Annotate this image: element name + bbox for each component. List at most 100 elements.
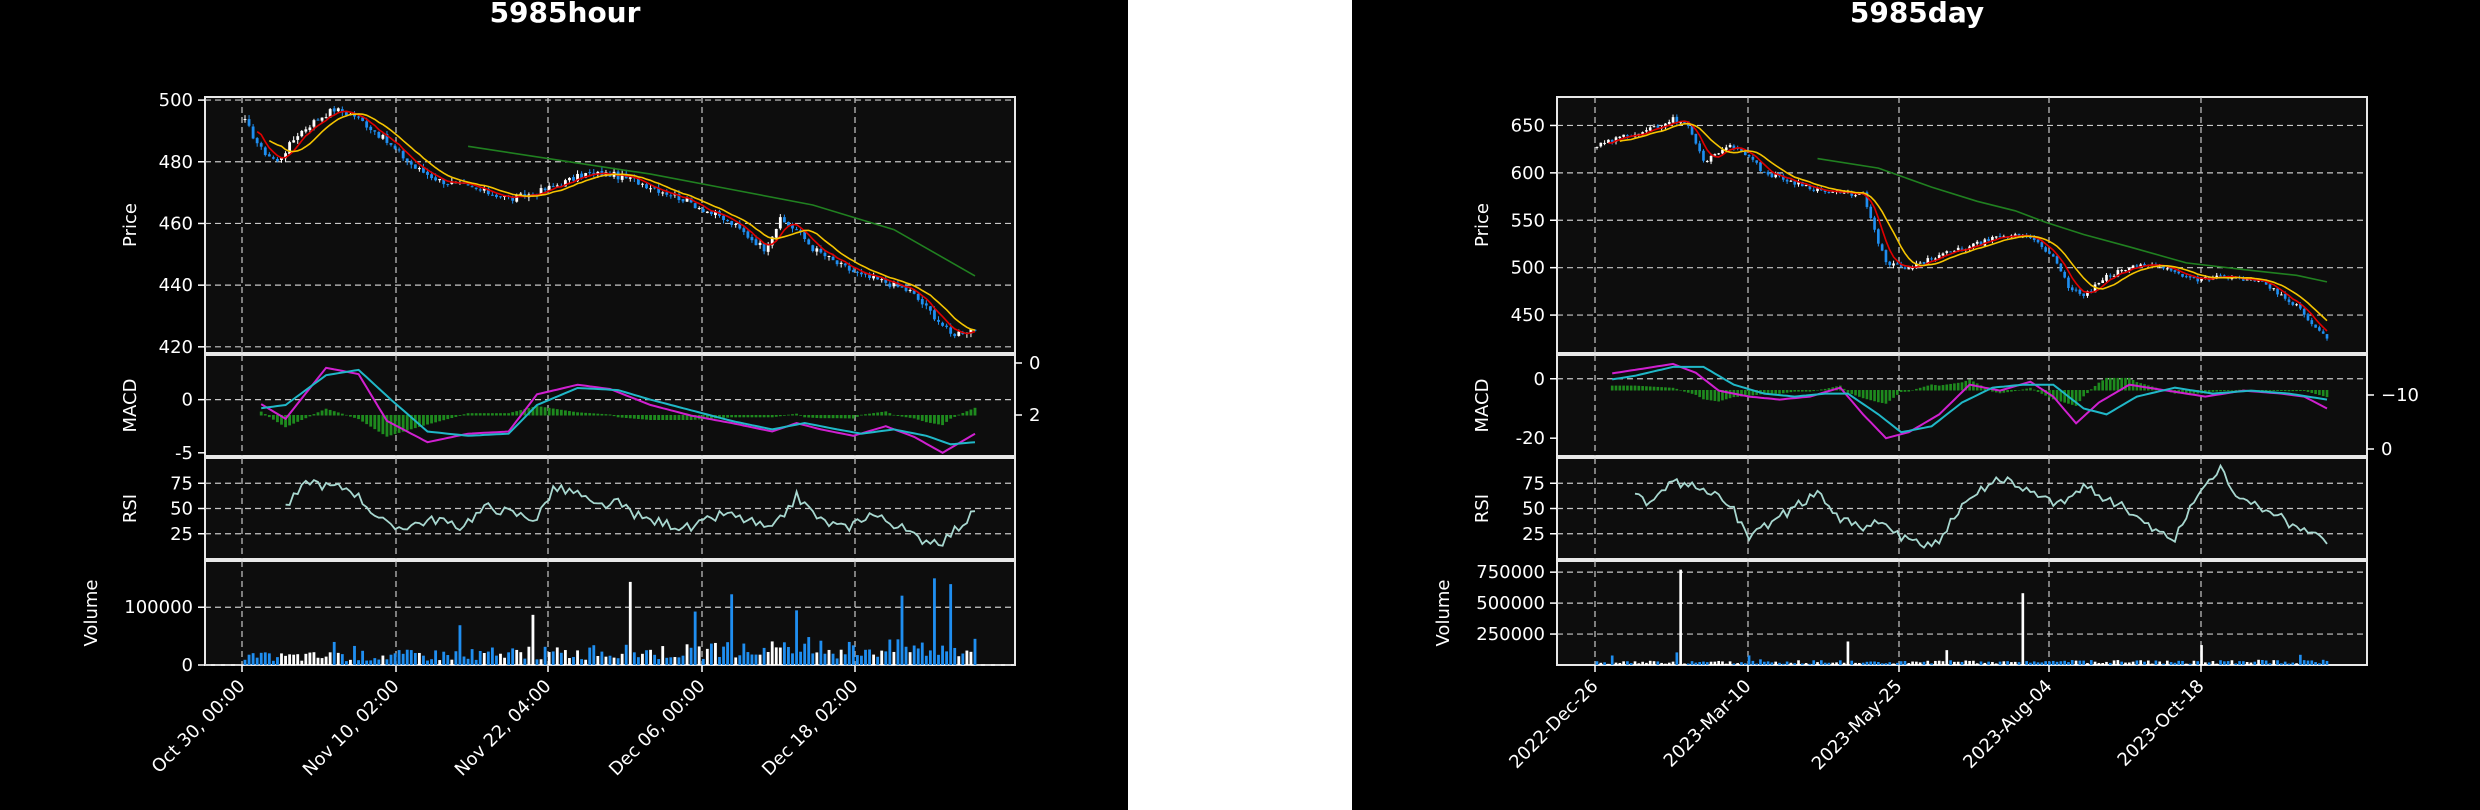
candle-body (2017, 233, 2021, 237)
candle-body (397, 149, 401, 151)
volume-bar (1709, 661, 1713, 665)
volume-bar (604, 656, 608, 665)
candle-body (353, 114, 356, 117)
macd-histogram-bar (1740, 390, 1743, 397)
candle-body (555, 185, 559, 187)
volume-bar (2188, 663, 2192, 665)
candle-body (1956, 247, 1960, 251)
macd-histogram-bar (280, 415, 283, 425)
macd-histogram-bar (450, 415, 454, 419)
candle-body (2089, 291, 2093, 293)
macd-histogram-bar (357, 415, 360, 420)
macd-histogram-bar (892, 414, 896, 416)
x-tick-label: 2023-Oct-18 (2114, 676, 2209, 771)
macd-histogram-bar (2124, 377, 2127, 391)
macd-histogram-bar (312, 414, 316, 416)
macd-tick-label: 0 (182, 390, 193, 411)
candle-body (2310, 320, 2314, 325)
volume-bar (965, 650, 969, 665)
macd-histogram-bar (523, 409, 527, 416)
candle-body (332, 108, 336, 112)
candle-body (267, 154, 271, 157)
signal-line (1612, 365, 2328, 434)
candle-body (389, 142, 393, 145)
macd-histogram-bar (1721, 390, 1724, 401)
macd-histogram-bar (803, 415, 807, 418)
macd-histogram-bar (474, 413, 478, 416)
macd-histogram-bar (649, 415, 652, 420)
volume-bar (450, 659, 454, 665)
volume-bar (880, 650, 884, 665)
candle-body (928, 306, 932, 311)
candle-body (1717, 153, 1720, 155)
hourly-chart-svg: 5985hour Oct 30, 00:00 Nov 10, 02:00 Nov 22… (81, 0, 1040, 780)
candle-body (499, 196, 502, 198)
candle-body (1721, 149, 1724, 154)
macd-histogram-bar (847, 415, 851, 419)
volume-bar (916, 648, 920, 665)
rsi-tick-label: 75 (1522, 473, 1545, 494)
volume-bar (405, 649, 409, 665)
volume-bar (417, 652, 421, 665)
macd-histogram-bar (1709, 390, 1713, 401)
candle-body (941, 322, 944, 326)
candle-body (1607, 139, 1610, 144)
candle-body (515, 194, 519, 202)
candle-body (2219, 275, 2222, 277)
candle-body (2302, 308, 2306, 315)
macd-histogram-bar (819, 415, 823, 419)
macd-histogram-bar (681, 415, 685, 420)
candle-body (2223, 275, 2226, 277)
volume-bar (2276, 660, 2279, 665)
macd-histogram-bar (933, 415, 936, 424)
macd-histogram-bar (259, 411, 263, 416)
macd-histogram-bar (1762, 390, 1766, 394)
candle-body (815, 248, 819, 252)
macd-histogram-bar (612, 415, 616, 417)
volume-bar (1774, 661, 1778, 665)
macd-histogram-bar (868, 413, 871, 416)
candle-body (1652, 126, 1656, 128)
volume-bar (1778, 662, 1781, 665)
volume-bar (973, 638, 977, 665)
volume-bar (1607, 663, 1610, 665)
candle-body (2276, 288, 2279, 295)
volume-bar (961, 653, 965, 665)
macd-histogram-bar (503, 413, 506, 416)
macd-histogram-bar (641, 415, 644, 420)
candle-body (868, 273, 871, 278)
volume-bar (2002, 661, 2006, 665)
candle-body (795, 229, 798, 231)
candle-body (1785, 179, 1789, 182)
volume-bar (1603, 662, 1606, 665)
candle-body (539, 188, 543, 196)
ma-mid-line (1619, 122, 2328, 322)
macd-histogram-bar (377, 415, 381, 432)
macd-histogram-bar (2002, 390, 2006, 393)
macd-histogram-bar (928, 415, 932, 423)
macd-histogram-bar (2074, 390, 2078, 406)
volume-bar (247, 654, 251, 665)
macd-histogram-bar (422, 415, 425, 426)
candle-body (405, 158, 409, 162)
volume-bar (754, 654, 758, 665)
macd-histogram-bar (1983, 387, 1987, 391)
candle-body (1766, 171, 1770, 175)
macd-histogram-bar (1918, 387, 1922, 391)
macd-histogram-bar (515, 411, 519, 416)
macd-histogram-bar (839, 415, 843, 419)
candle-body (1702, 150, 1705, 161)
candle-body (705, 211, 709, 214)
volume-bar (2108, 662, 2112, 665)
volume-bar (924, 655, 928, 665)
candle-body (1622, 134, 1625, 137)
candle-body (774, 228, 778, 238)
macd-histogram-bar (478, 413, 482, 416)
volume-bar (288, 654, 292, 665)
volume-bar (831, 653, 835, 665)
volume-bar (499, 653, 502, 665)
volume-bar (2006, 661, 2009, 665)
candle-body (1656, 125, 1660, 128)
volume-bar (320, 658, 324, 665)
candle-body (2318, 327, 2321, 331)
